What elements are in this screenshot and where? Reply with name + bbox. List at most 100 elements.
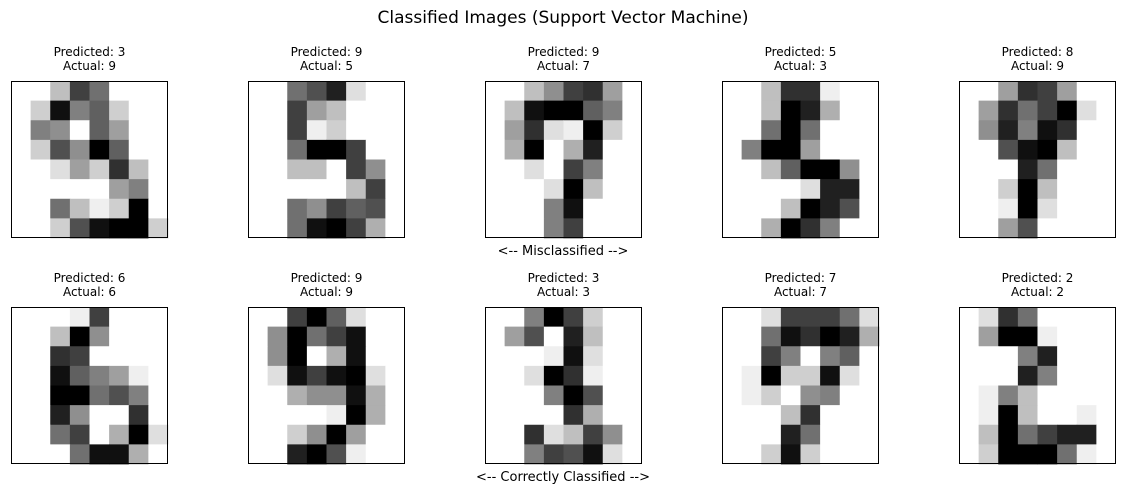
pixel-cell bbox=[89, 365, 110, 386]
pixel-cell bbox=[287, 81, 308, 102]
pixel-cell bbox=[109, 218, 130, 239]
correctly-classified-caption: <-- Correctly Classified --> bbox=[476, 470, 650, 485]
pixel-cell bbox=[50, 307, 71, 328]
pixel-cell bbox=[780, 385, 801, 406]
pixel-cell bbox=[1017, 179, 1038, 200]
pixel-cell bbox=[1037, 326, 1058, 347]
pixel-cell bbox=[722, 100, 743, 121]
pixel-cell bbox=[622, 81, 643, 102]
pixel-cell bbox=[959, 385, 980, 406]
pixel-cell bbox=[128, 139, 149, 160]
pixel-cell bbox=[504, 307, 525, 328]
pixel-cell bbox=[50, 218, 71, 239]
pixel-cell bbox=[1057, 346, 1078, 367]
pixel-cell bbox=[50, 179, 71, 200]
pixel-cell bbox=[622, 159, 643, 180]
actual-label: Actual: 2 bbox=[1010, 285, 1065, 299]
pixel-cell bbox=[365, 307, 386, 328]
pixel-cell bbox=[1057, 405, 1078, 426]
pixel-cell bbox=[1096, 159, 1117, 180]
pixel-cell bbox=[722, 444, 743, 465]
pixel-cell bbox=[306, 218, 327, 239]
pixel-cell bbox=[1017, 326, 1038, 347]
pixel-cell bbox=[30, 307, 51, 328]
pixel-cell bbox=[1037, 120, 1058, 141]
pixel-cell bbox=[89, 198, 110, 219]
pixel-cell bbox=[1017, 444, 1038, 465]
pixel-cell bbox=[543, 218, 564, 239]
pixel-cell bbox=[248, 198, 269, 219]
pixel-cell bbox=[1076, 198, 1097, 219]
pixel-cell bbox=[306, 120, 327, 141]
pixel-cell bbox=[563, 100, 584, 121]
pixel-cell bbox=[287, 159, 308, 180]
pixel-cell bbox=[109, 198, 130, 219]
pixel-cell bbox=[959, 365, 980, 386]
pixel-cell bbox=[761, 159, 782, 180]
pixel-cell bbox=[504, 159, 525, 180]
pixel-cell bbox=[859, 307, 880, 328]
pixel-cell bbox=[485, 100, 506, 121]
pixel-cell bbox=[248, 139, 269, 160]
pixel-cell bbox=[741, 159, 762, 180]
pixel-cell bbox=[622, 365, 643, 386]
pixel-cell bbox=[1096, 444, 1117, 465]
pixel-cell bbox=[385, 100, 406, 121]
pixel-cell bbox=[1037, 424, 1058, 445]
pixel-cell bbox=[30, 198, 51, 219]
pixel-cell bbox=[800, 100, 821, 121]
pixel-cell bbox=[326, 424, 347, 445]
pixel-cell bbox=[109, 405, 130, 426]
pixel-cell bbox=[1017, 100, 1038, 121]
pixel-cell bbox=[780, 81, 801, 102]
pixel-cell bbox=[30, 139, 51, 160]
pixel-cell bbox=[346, 307, 367, 328]
pixel-cell bbox=[978, 365, 999, 386]
pixel-cell bbox=[109, 385, 130, 406]
pixel-cell bbox=[1057, 179, 1078, 200]
pixel-cell bbox=[780, 179, 801, 200]
pixel-cell bbox=[622, 405, 643, 426]
pixel-cell bbox=[365, 365, 386, 386]
pixel-cell bbox=[287, 120, 308, 141]
pixel-cell bbox=[998, 179, 1019, 200]
pixel-cell bbox=[148, 218, 169, 239]
pixel-cell bbox=[1017, 139, 1038, 160]
pixel-cell bbox=[287, 365, 308, 386]
pixel-cell bbox=[622, 346, 643, 367]
pixel-cell bbox=[978, 424, 999, 445]
pixel-cell bbox=[859, 405, 880, 426]
pixel-cell bbox=[89, 326, 110, 347]
pixel-cell bbox=[50, 100, 71, 121]
pixel-cell bbox=[326, 198, 347, 219]
pixel-cell bbox=[89, 159, 110, 180]
pixel-cell bbox=[978, 307, 999, 328]
pixel-cell bbox=[722, 365, 743, 386]
pixel-cell bbox=[998, 326, 1019, 347]
pixel-cell bbox=[346, 365, 367, 386]
pixel-cell bbox=[998, 218, 1019, 239]
pixel-cell bbox=[128, 120, 149, 141]
pixel-cell bbox=[1057, 100, 1078, 121]
pixel-cell bbox=[1017, 405, 1038, 426]
pixel-cell bbox=[267, 365, 288, 386]
pixel-cell bbox=[248, 424, 269, 445]
pixel-cell bbox=[1057, 326, 1078, 347]
pixel-cell bbox=[820, 218, 841, 239]
pixel-cell bbox=[722, 424, 743, 445]
pixel-cell bbox=[761, 307, 782, 328]
panel-frame bbox=[959, 307, 1116, 464]
pixel-cell bbox=[800, 307, 821, 328]
pixel-cell bbox=[583, 179, 604, 200]
pixel-cell bbox=[30, 405, 51, 426]
pixel-cell bbox=[148, 179, 169, 200]
pixel-cell bbox=[248, 307, 269, 328]
pixel-cell bbox=[1076, 326, 1097, 347]
pixel-cell bbox=[306, 385, 327, 406]
pixel-cell bbox=[1037, 179, 1058, 200]
pixel-cell bbox=[385, 405, 406, 426]
pixel-cell bbox=[1017, 365, 1038, 386]
pixel-cell bbox=[50, 326, 71, 347]
pixel-cell bbox=[267, 218, 288, 239]
pixel-cell bbox=[306, 405, 327, 426]
